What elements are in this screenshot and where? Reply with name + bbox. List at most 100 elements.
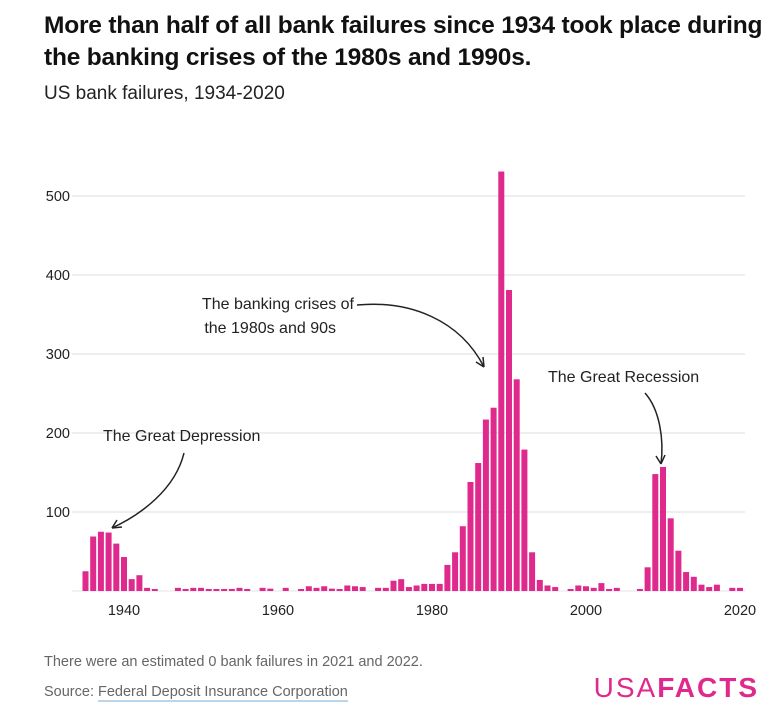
- arrow-banking-crises: [356, 303, 485, 368]
- bar-2019: [729, 587, 736, 591]
- bar-1935: [82, 571, 89, 591]
- bar-1967: [328, 588, 335, 591]
- arrowhead: [111, 519, 123, 529]
- bar-1944: [151, 589, 158, 591]
- y-tick-label: 500: [46, 189, 70, 205]
- bar-1942: [136, 575, 143, 591]
- bar-1987: [482, 419, 489, 591]
- arrowhead: [655, 454, 666, 465]
- x-tick-label: 1980: [416, 603, 448, 619]
- bar-1971: [359, 587, 366, 591]
- bar-1986: [475, 463, 482, 591]
- bar-1954: [228, 589, 235, 591]
- arrow-great-depression: [111, 452, 185, 529]
- bar-2004: [613, 587, 620, 591]
- x-tick-label: 1960: [262, 603, 294, 619]
- y-tick-label: 100: [46, 505, 70, 521]
- bar-chart: 100 200 300 400 500 1940 1960 1980 2000 2020 The …: [46, 171, 756, 619]
- chart-title: More than half of all bank failures sinc…: [44, 12, 763, 71]
- bar-1982: [444, 564, 451, 591]
- bar-2009: [652, 474, 659, 591]
- bar-1985: [467, 481, 474, 591]
- bar-2020: [737, 587, 743, 591]
- bar-2003: [606, 589, 613, 591]
- bar-1940: [121, 557, 127, 591]
- bar-1991: [513, 379, 520, 591]
- bar-1958: [259, 587, 266, 591]
- bar-1956: [244, 589, 251, 591]
- bar-2015: [698, 584, 705, 591]
- bar-1996: [552, 587, 559, 591]
- logo-facts: FACTS: [657, 672, 759, 703]
- arrowhead: [475, 356, 485, 368]
- bar-1979: [421, 583, 428, 591]
- y-tick-label: 300: [46, 347, 70, 363]
- annotation-great-depression: The Great Depression: [103, 428, 260, 445]
- source-link[interactable]: Federal Deposit Insurance Corporation: [98, 684, 348, 702]
- bar-1949: [190, 587, 197, 591]
- bar-2014: [690, 576, 697, 591]
- bar-2002: [598, 583, 605, 591]
- bar-1988: [490, 407, 497, 591]
- bar-1984: [459, 526, 466, 591]
- bar-1980: [429, 583, 435, 591]
- bar-1970: [352, 586, 358, 591]
- bar-1998: [567, 589, 574, 591]
- source-label: Source:: [44, 684, 98, 700]
- bar-1999: [575, 585, 582, 591]
- bar-1955: [236, 587, 243, 591]
- bar-1948: [182, 589, 189, 591]
- logo-usa: USA: [593, 672, 658, 703]
- bar-1990: [506, 290, 512, 591]
- bar-1950: [198, 587, 204, 591]
- bar-1989: [498, 171, 505, 591]
- footnote: There were an estimated 0 bank failures …: [44, 654, 423, 670]
- arrow-great-recession: [644, 392, 663, 465]
- bar-1977: [405, 587, 412, 591]
- bar-1981: [436, 583, 443, 591]
- bar-2010: [660, 466, 666, 591]
- bar-1941: [128, 579, 135, 591]
- bar-1992: [521, 449, 528, 591]
- bar-1974: [382, 587, 389, 591]
- bar-1965: [313, 587, 320, 591]
- bar-2000: [583, 586, 589, 591]
- bar-2011: [667, 518, 674, 591]
- annotation-great-recession: The Great Recession: [548, 369, 699, 386]
- bar-1994: [536, 579, 543, 591]
- annotation-banking-crises-line1: The banking crises of: [202, 296, 355, 313]
- bar-2008: [644, 567, 651, 591]
- bar-2017: [713, 584, 720, 591]
- bar-1973: [375, 587, 382, 591]
- bar-1966: [321, 586, 328, 591]
- y-tick-label: 400: [46, 268, 70, 284]
- bar-1995: [544, 585, 551, 591]
- bar-2007: [636, 589, 643, 591]
- bar-1983: [452, 552, 459, 591]
- bar-1975: [390, 580, 397, 591]
- bar-1937: [97, 531, 104, 591]
- bar-1952: [213, 589, 220, 591]
- y-tick-label: 200: [46, 426, 70, 442]
- bar-2012: [675, 550, 682, 591]
- annotation-banking-crises-line2: the 1980s and 90s: [204, 320, 336, 337]
- bar-1978: [413, 585, 420, 591]
- bar-1951: [205, 589, 212, 591]
- bar-1947: [174, 587, 181, 591]
- usafacts-logo: USAFACTS: [594, 672, 759, 704]
- bar-1938: [105, 532, 112, 591]
- x-tick-label: 2000: [570, 603, 602, 619]
- bar-1976: [398, 579, 405, 591]
- bar-1959: [267, 588, 274, 591]
- bar-1963: [298, 589, 305, 591]
- bar-1993: [529, 552, 536, 591]
- bar-1943: [144, 587, 151, 591]
- bar-2001: [590, 587, 597, 591]
- x-tick-label: 1940: [108, 603, 140, 619]
- source-line: Source: Federal Deposit Insurance Corpor…: [44, 684, 348, 702]
- bar-2013: [683, 572, 690, 591]
- bar-2016: [706, 587, 713, 591]
- bar-1936: [90, 536, 97, 591]
- bar-1939: [113, 543, 120, 591]
- bar-1961: [282, 587, 289, 591]
